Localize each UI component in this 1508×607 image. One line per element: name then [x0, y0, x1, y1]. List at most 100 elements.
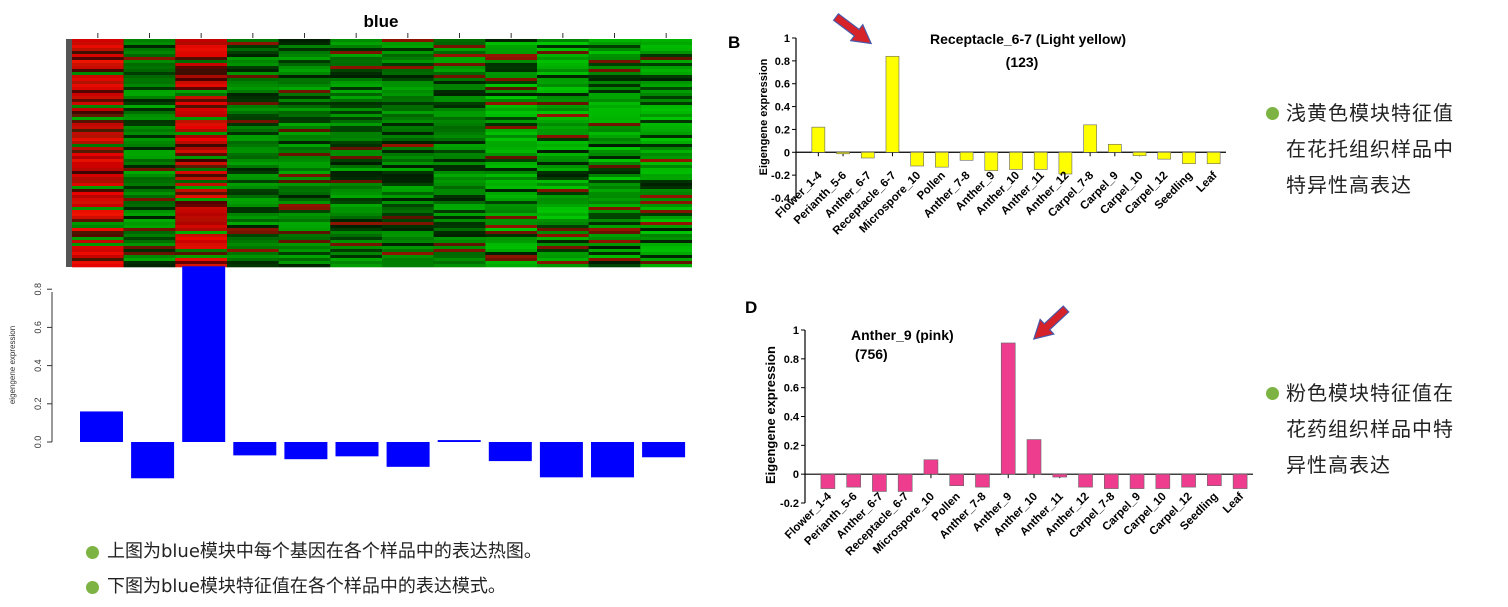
heatmap-cell [640, 69, 692, 73]
heatmap-cell [382, 72, 434, 76]
annotation-yellow: 浅黄色模块特征值在花托组织样品中特异性高表达 [1262, 95, 1462, 203]
annotation-yellow-text: 浅黄色模块特征值在花托组织样品中特异性高表达 [1286, 101, 1454, 197]
heatmap-cell [537, 153, 589, 157]
heatmap-cell [588, 198, 641, 202]
heatmap-cell [588, 243, 641, 247]
heatmap-cell [330, 198, 382, 202]
heatmap-cell [485, 162, 537, 166]
chart-b-bar [1033, 151, 1048, 170]
heatmap-cell [537, 42, 589, 46]
heatmap-cell [123, 105, 176, 109]
annotation-pink: 粉色模块特征值在花药组织样品中特异性高表达 [1262, 375, 1462, 483]
heatmap-cell [123, 213, 176, 217]
heatmap-cell [123, 102, 176, 106]
heatmap-cell [537, 75, 589, 79]
heatmap-cell [537, 54, 589, 58]
heatmap-cell [588, 240, 641, 244]
heatmap-cell [330, 195, 382, 199]
heatmap-cell [175, 258, 227, 262]
heatmap-cell [382, 108, 434, 112]
heatmap-cell [72, 243, 124, 247]
heatmap-cells [72, 39, 692, 268]
heatmap-cell [537, 120, 589, 124]
heatmap-cell [72, 240, 124, 244]
heatmap-cell [537, 183, 589, 187]
heatmap-cell [123, 186, 176, 190]
heatmap-cell [330, 66, 382, 70]
heatmap-cell [123, 228, 176, 232]
heatmap-cell [640, 168, 692, 172]
heatmap-cell [227, 198, 279, 202]
heatmap-cell [123, 138, 176, 142]
heatmap-cell [330, 258, 382, 262]
heatmap-cell [382, 138, 434, 142]
heatmap-cell [72, 171, 124, 175]
heatmap-cell [382, 135, 434, 139]
heatmap-cell [433, 216, 486, 220]
heatmap-row-dendrogram [66, 39, 72, 267]
heatmap-cell [123, 117, 176, 121]
heatmap-cell [382, 132, 434, 136]
heatmap-cell [227, 189, 279, 193]
heatmap-cell [330, 81, 382, 85]
chart-d-axes: 1 0.8 0.6 0.4 0.2 0 -0.2 [780, 325, 1253, 510]
heatmap-cell [485, 207, 537, 211]
heatmap-cell [485, 78, 537, 82]
heatmap-cell [123, 183, 176, 187]
heatmap-cell [640, 60, 692, 64]
heatmap-cell [640, 117, 692, 121]
heatmap-cell [227, 153, 279, 157]
heatmap-cell [537, 222, 589, 226]
heatmap-cell [330, 264, 382, 268]
heatmap-cell [227, 219, 279, 223]
heatmap-cell [175, 108, 227, 112]
heatmap-cell [123, 135, 176, 139]
heatmap-cell [382, 249, 434, 253]
heatmap-cell [175, 216, 227, 220]
heatmap-cell [278, 141, 331, 145]
heatmap-cell [640, 258, 692, 262]
heatmap-cell [278, 72, 331, 76]
heatmap-cell [640, 108, 692, 112]
heatmap-cell [123, 237, 176, 241]
heatmap-cell [175, 102, 227, 106]
heatmap-cell [278, 213, 331, 217]
heatmap-cell [433, 63, 486, 67]
heatmap-cell [278, 177, 331, 181]
heatmap-cell [485, 171, 537, 175]
heatmap-cell [537, 180, 589, 184]
heatmap-cell [485, 243, 537, 247]
heatmap-cell [123, 150, 176, 154]
heatmap-cell [72, 222, 124, 226]
heatmap-cell [72, 225, 124, 229]
heatmap-cell [72, 39, 124, 43]
heatmap-cell [588, 234, 641, 238]
heatmap-cell [330, 60, 382, 64]
heatmap-cell [640, 159, 692, 163]
heatmap-cell [433, 123, 486, 127]
heatmap-cell [640, 186, 692, 190]
heatmap-cell [330, 153, 382, 157]
heatmap-cell [123, 240, 176, 244]
heatmap-cell [330, 234, 382, 238]
heatmap-cell [72, 87, 124, 91]
heatmap-cell [588, 189, 641, 193]
heatmap-cell [382, 51, 434, 55]
heatmap-cell [588, 66, 641, 70]
chart-b-bar [1108, 143, 1122, 153]
heatmap-cell [175, 141, 227, 145]
heatmap-cell [537, 249, 589, 253]
heatmap-cell [330, 96, 382, 100]
heatmap-cell [227, 228, 279, 232]
heatmap-cell [588, 126, 641, 130]
chart-b-bar [1206, 151, 1221, 165]
heatmap-cell [640, 171, 692, 175]
heatmap-cell [537, 252, 589, 256]
heatmap-cell [72, 108, 124, 112]
heatmap-cell [72, 114, 124, 118]
heatmap-cell [588, 138, 641, 142]
heatmap-cell [433, 42, 486, 46]
heatmap-cell [175, 120, 227, 124]
heatmap-cell [640, 129, 692, 133]
heatmap-cell [485, 129, 537, 133]
